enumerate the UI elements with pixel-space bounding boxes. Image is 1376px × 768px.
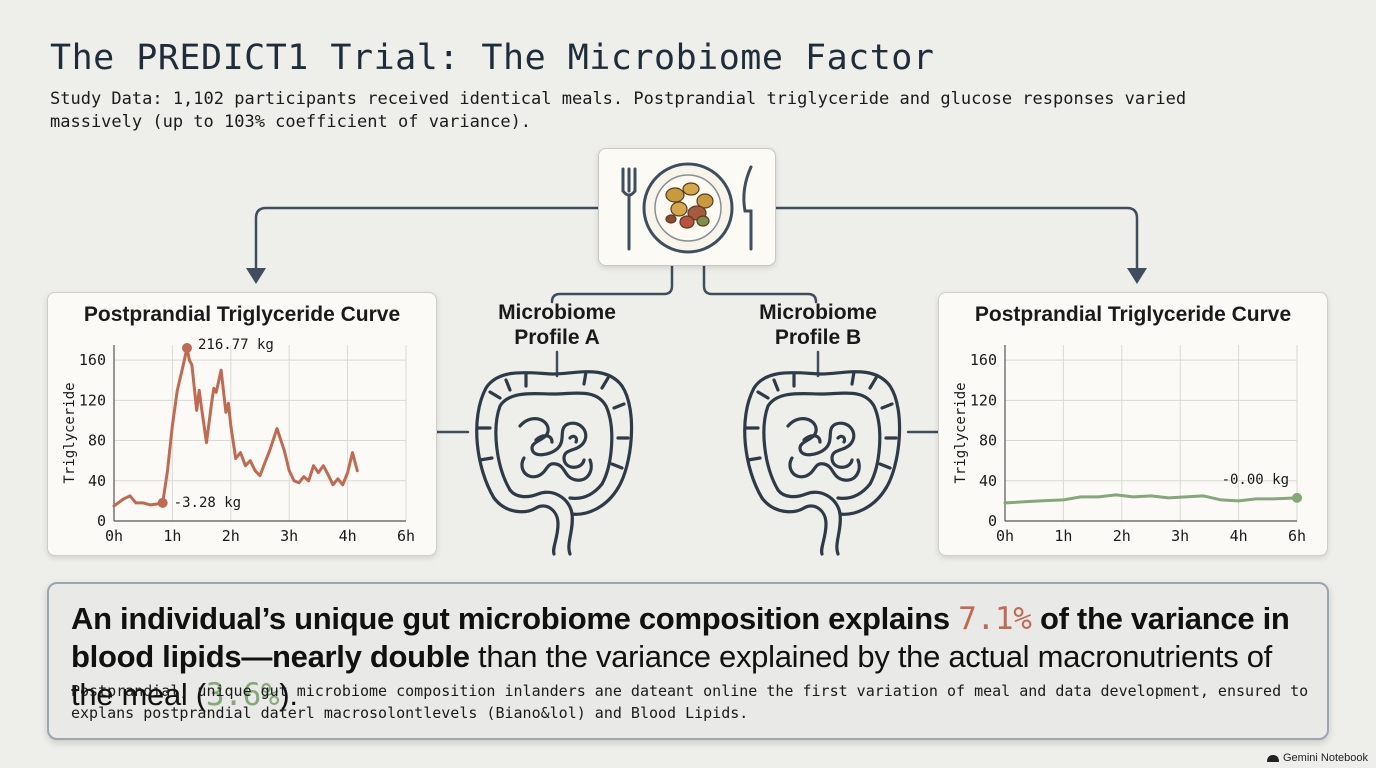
data-point-marker — [157, 497, 168, 508]
y-axis-label: Triglyceride — [953, 382, 969, 483]
macronutrient-variance-stat: 3.6% — [205, 677, 280, 713]
x-tick-label: 3h — [280, 527, 298, 545]
arrowhead-left — [246, 268, 266, 284]
connector-to-profile-a — [550, 264, 674, 304]
headline-end: ). — [279, 677, 298, 712]
x-tick-label: 4h — [1230, 527, 1248, 545]
x-tick-label: 0h — [996, 527, 1014, 545]
x-tick-label: 1h — [163, 527, 181, 545]
x-tick-label: 0h — [105, 527, 123, 545]
x-tick-label: 1h — [1054, 527, 1072, 545]
chart-card-profile-a: Postprandial Triglyceride Curve 0h 1h 2h 3h… — [47, 292, 437, 556]
series-line — [1003, 493, 1299, 505]
profile-b-label-line2: Profile B — [774, 326, 862, 349]
y-tick-label: 40 — [979, 472, 997, 490]
x-tick-label: 2h — [222, 527, 240, 545]
series-line — [112, 346, 359, 508]
y-axis-label: Triglyceride — [62, 382, 78, 483]
gemini-notebook-icon — [1267, 754, 1279, 762]
connector-to-right-chart — [774, 206, 1139, 270]
y-tick-label: 160 — [79, 351, 106, 369]
y-tick-label: 0 — [97, 512, 106, 530]
y-tick-label: 120 — [970, 391, 997, 409]
x-tick-label: 6h — [1288, 527, 1306, 545]
footer-brand: Gemini Notebook — [1267, 752, 1368, 764]
connector-to-profile-b — [702, 264, 818, 304]
headline-plain-part: than the variance explained by the actua… — [71, 639, 1272, 712]
profile-a-label-line2: Profile A — [514, 326, 600, 349]
intestine-icon — [475, 370, 634, 556]
y-tick-label: 40 — [88, 472, 106, 490]
plate-with-fork-and-knife-icon — [621, 162, 753, 254]
y-tick-label: 120 — [79, 391, 106, 409]
x-tick-label: 3h — [1171, 527, 1189, 545]
chart-title: Postprandial Triglyceride Curve — [974, 303, 1292, 326]
y-tick-label: 160 — [970, 351, 997, 369]
summary-box: An individual’s unique gut microbiome co… — [47, 582, 1329, 740]
y-tick-label: 80 — [88, 432, 106, 450]
data-point-label: -3.28 kg — [174, 495, 241, 511]
footer-brand-label: Gemini Notebook — [1283, 752, 1368, 764]
profile-b-label-line1: Microbiome — [759, 301, 877, 324]
summary-headline: An individual’s unique gut microbiome co… — [71, 600, 1311, 714]
y-tick-label: 0 — [988, 512, 997, 530]
page-subtitle: Study Data: 1,102 participants received … — [50, 89, 1187, 132]
summary-body: Postprandial, unique gut microbiome comp… — [71, 682, 1309, 722]
x-tick-label: 6h — [397, 527, 415, 545]
microbiome-variance-stat: 7.1% — [958, 601, 1032, 637]
data-point-marker — [1292, 492, 1302, 503]
x-tick-label: 2h — [1113, 527, 1131, 545]
chart-title: Postprandial Triglyceride Curve — [83, 303, 401, 326]
headline-bold-part: An individual’s unique gut microbiome co… — [71, 601, 950, 636]
connector-to-left-chart — [254, 206, 600, 270]
profile-b-label: Microbiome Profile B — [718, 300, 918, 350]
data-point-label: 216.77 kg — [198, 337, 274, 353]
data-point-marker — [182, 343, 192, 354]
arrowhead-right — [1127, 268, 1147, 284]
headline-bold-part-2: of the variance in blood lipids—nearly d… — [71, 601, 1290, 674]
intestine-icon — [743, 370, 902, 556]
x-tick-label: 4h — [339, 527, 357, 545]
profile-a-label: Microbiome Profile A — [457, 300, 657, 350]
chart-card-profile-b: Postprandial Triglyceride Curve 0h 1h 2h 3h… — [938, 292, 1328, 556]
profile-a-label-line1: Microbiome — [498, 301, 616, 324]
page-title: The PREDICT1 Trial: The Microbiome Facto… — [50, 38, 935, 78]
meal-card — [598, 148, 776, 266]
data-point-label: -0.00 kg — [1222, 472, 1289, 488]
y-tick-label: 80 — [979, 432, 997, 450]
